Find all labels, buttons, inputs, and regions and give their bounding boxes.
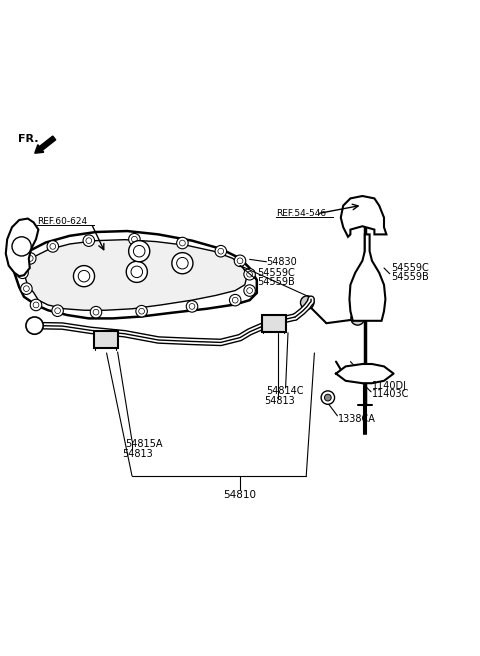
Circle shape [132,236,137,242]
Text: 54814C: 54814C [266,386,304,396]
Text: 54559B: 54559B [257,277,295,287]
Circle shape [177,257,188,269]
Circle shape [247,272,252,277]
Circle shape [24,286,29,291]
Circle shape [86,237,92,243]
Circle shape [300,296,314,309]
Circle shape [30,299,42,311]
Text: REF.60-624: REF.60-624 [37,217,87,226]
Circle shape [324,394,331,401]
Circle shape [27,256,33,261]
Text: 54559C: 54559C [257,268,295,278]
FancyBboxPatch shape [94,331,118,348]
Circle shape [244,268,255,280]
Text: 54559B: 54559B [391,272,429,281]
Circle shape [351,312,364,325]
Circle shape [229,295,241,306]
Circle shape [172,253,193,274]
Circle shape [33,302,39,308]
Polygon shape [341,196,386,237]
Circle shape [237,258,243,264]
Circle shape [136,306,147,317]
Text: 54815A: 54815A [125,439,162,449]
Circle shape [50,243,56,249]
Circle shape [73,266,95,287]
FancyArrow shape [35,136,56,154]
Text: 11403C: 11403C [372,389,409,400]
Circle shape [83,235,95,247]
Circle shape [21,283,32,295]
Circle shape [129,241,150,262]
Circle shape [90,306,102,318]
Circle shape [189,304,195,309]
Circle shape [186,300,198,312]
Circle shape [24,253,36,264]
Text: 54813: 54813 [122,449,153,459]
Circle shape [47,241,59,252]
Circle shape [139,308,144,314]
Circle shape [358,211,367,220]
Text: 1140DJ: 1140DJ [372,380,407,390]
Circle shape [26,317,43,335]
Circle shape [232,297,238,303]
Polygon shape [349,234,385,321]
Circle shape [321,391,335,404]
Circle shape [177,237,188,249]
Circle shape [247,288,252,293]
Circle shape [131,266,143,277]
Circle shape [55,308,60,314]
Circle shape [354,207,371,224]
Polygon shape [25,239,247,310]
Text: FR.: FR. [18,134,39,144]
Text: REF.54-546: REF.54-546 [276,209,326,218]
FancyBboxPatch shape [262,315,286,332]
Circle shape [180,240,185,246]
Circle shape [93,309,99,315]
Polygon shape [6,218,38,276]
Circle shape [12,237,31,256]
Text: 54830: 54830 [266,256,297,267]
Text: 54810: 54810 [224,490,256,500]
Circle shape [218,249,224,254]
Text: 54559C: 54559C [391,263,429,273]
Circle shape [17,267,28,279]
Text: 1338CA: 1338CA [338,414,376,424]
Circle shape [215,245,227,257]
Circle shape [244,285,255,297]
Polygon shape [336,364,394,383]
Circle shape [234,255,246,266]
Text: 54813: 54813 [264,396,295,406]
Polygon shape [14,231,257,318]
Circle shape [126,261,147,282]
Circle shape [78,270,90,282]
Circle shape [133,245,145,257]
Circle shape [129,234,140,245]
Circle shape [20,270,25,276]
Circle shape [52,305,63,316]
Circle shape [345,369,356,380]
Circle shape [373,369,385,380]
